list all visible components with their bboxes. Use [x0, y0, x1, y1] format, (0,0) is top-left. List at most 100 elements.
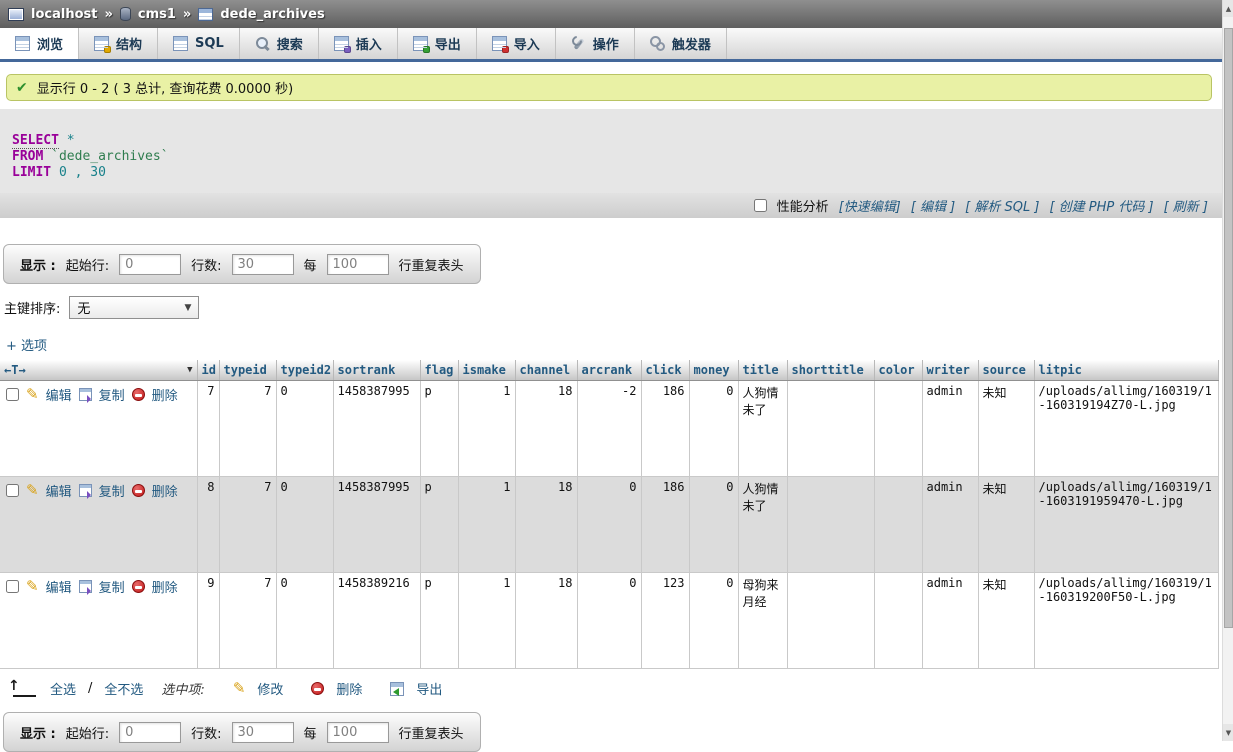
delete-link[interactable]: 删除	[151, 389, 178, 404]
column-header-color[interactable]: color	[874, 360, 923, 381]
cell-channel[interactable]: 18	[515, 380, 578, 477]
cell-source[interactable]: 未知	[978, 572, 1035, 669]
cell-arcrank[interactable]: 0	[577, 476, 642, 573]
cell-ismake[interactable]: 1	[458, 380, 516, 477]
column-header-writer[interactable]: writer	[922, 360, 979, 381]
cell-writer[interactable]: admin	[922, 476, 979, 573]
column-header-flag[interactable]: flag	[420, 360, 459, 381]
profiling-checkbox[interactable]	[753, 199, 767, 212]
row-checkbox[interactable]	[6, 580, 19, 593]
repeat-header-input[interactable]	[326, 253, 389, 275]
edit-link[interactable]: 编辑	[45, 485, 72, 500]
cell-title[interactable]: 人狗情未了	[738, 380, 788, 477]
column-header-typeid[interactable]: typeid	[219, 360, 277, 381]
breadcrumb-table[interactable]: dede_archives	[220, 6, 325, 22]
tab-insert[interactable]: 插入	[319, 28, 398, 59]
check-all-icon[interactable]: ↑	[8, 678, 38, 698]
delete-link[interactable]: 删除	[151, 581, 178, 596]
column-header-money[interactable]: money	[689, 360, 739, 381]
cell-shorttitle[interactable]	[787, 380, 875, 477]
create-php-code-link[interactable]: [ 创建 PHP 代码 ]	[1049, 200, 1154, 215]
inline-edit-link[interactable]: [快速编辑]	[838, 200, 901, 215]
cell-channel[interactable]: 18	[515, 572, 578, 669]
cell-flag[interactable]: p	[420, 476, 459, 573]
tab-operations[interactable]: 操作	[556, 28, 635, 59]
repeat-header-input[interactable]	[326, 721, 389, 743]
scroll-down-button[interactable]: ▼	[1223, 724, 1233, 741]
scroll-up-button[interactable]: ▲	[1223, 0, 1233, 17]
delete-link[interactable]: 删除	[151, 485, 178, 500]
select-all-link[interactable]: 全选	[50, 683, 77, 698]
cell-click[interactable]: 186	[641, 380, 690, 477]
cell-litpic[interactable]: /uploads/allimg/160319/1-1603191959470-L…	[1034, 476, 1219, 573]
column-header-ismake[interactable]: ismake	[458, 360, 516, 381]
cell-typeid[interactable]: 7	[219, 380, 277, 477]
sort-by-key-select[interactable]: 无 ▼	[69, 296, 200, 319]
column-header-source[interactable]: source	[978, 360, 1035, 381]
delete-selected-link[interactable]: 删除	[336, 683, 363, 698]
start-row-input[interactable]	[119, 253, 182, 275]
transpose-icon[interactable]: ←T→	[4, 363, 26, 377]
cell-color[interactable]	[874, 572, 923, 669]
cell-title[interactable]: 母狗来月经	[738, 572, 788, 669]
column-header-litpic[interactable]: litpic	[1034, 360, 1219, 381]
edit-link[interactable]: 编辑	[45, 581, 72, 596]
tab-sql[interactable]: SQL	[158, 28, 240, 59]
cell-money[interactable]: 0	[689, 572, 739, 669]
cell-writer[interactable]: admin	[922, 572, 979, 669]
tab-import[interactable]: 导入	[477, 28, 556, 59]
cell-shorttitle[interactable]	[787, 476, 875, 573]
tab-browse[interactable]: 浏览	[0, 28, 80, 59]
cell-id[interactable]: 7	[197, 380, 220, 477]
scrollbar-thumb[interactable]	[1224, 28, 1233, 628]
edit-sql-link[interactable]: [ 编辑 ]	[910, 200, 956, 215]
cell-channel[interactable]: 18	[515, 476, 578, 573]
cell-flag[interactable]: p	[420, 572, 459, 669]
column-header-sortrank[interactable]: sortrank	[333, 360, 421, 381]
cell-ismake[interactable]: 1	[458, 476, 516, 573]
column-header-arcrank[interactable]: arcrank	[577, 360, 642, 381]
sql-keyword-select[interactable]: SELECT	[12, 133, 59, 149]
copy-link[interactable]: 复制	[98, 389, 125, 404]
breadcrumb-server[interactable]: localhost	[31, 6, 98, 22]
cell-typeid[interactable]: 7	[219, 476, 277, 573]
edit-link[interactable]: 编辑	[45, 389, 72, 404]
cell-color[interactable]	[874, 476, 923, 573]
cell-typeid2[interactable]: 0	[276, 572, 334, 669]
tab-triggers[interactable]: 触发器	[635, 28, 727, 59]
cell-sortrank[interactable]: 1458389216	[333, 572, 421, 669]
copy-link[interactable]: 复制	[98, 485, 125, 500]
cell-title[interactable]: 人狗情未了	[738, 476, 788, 573]
num-rows-input[interactable]	[231, 721, 294, 743]
cell-flag[interactable]: p	[420, 380, 459, 477]
copy-link[interactable]: 复制	[98, 581, 125, 596]
sort-options-icon[interactable]: ▼	[187, 365, 193, 375]
change-selected-link[interactable]: 修改	[257, 683, 284, 698]
start-row-input[interactable]	[119, 721, 182, 743]
cell-source[interactable]: 未知	[978, 380, 1035, 477]
num-rows-input[interactable]	[231, 253, 294, 275]
cell-id[interactable]: 8	[197, 476, 220, 573]
cell-ismake[interactable]: 1	[458, 572, 516, 669]
cell-litpic[interactable]: /uploads/allimg/160319/1-160319200F50-L.…	[1034, 572, 1219, 669]
tab-export[interactable]: 导出	[398, 28, 477, 59]
column-header-title[interactable]: title	[738, 360, 788, 381]
cell-color[interactable]	[874, 380, 923, 477]
cell-id[interactable]: 9	[197, 572, 220, 669]
cell-litpic[interactable]: /uploads/allimg/160319/1-160319194Z70-L.…	[1034, 380, 1219, 477]
cell-typeid2[interactable]: 0	[276, 476, 334, 573]
refresh-link[interactable]: [ 刷新 ]	[1163, 200, 1208, 215]
column-header-typeid2[interactable]: typeid2	[276, 360, 334, 381]
row-checkbox[interactable]	[6, 388, 19, 401]
tab-search[interactable]: 搜索	[240, 28, 319, 59]
cell-arcrank[interactable]: 0	[577, 572, 642, 669]
column-header-id[interactable]: id	[197, 360, 220, 381]
explain-sql-link[interactable]: [ 解析 SQL ]	[965, 200, 1040, 215]
cell-arcrank[interactable]: -2	[577, 380, 642, 477]
column-header-shorttitle[interactable]: shorttitle	[787, 360, 875, 381]
cell-click[interactable]: 123	[641, 572, 690, 669]
cell-sortrank[interactable]: 1458387995	[333, 380, 421, 477]
breadcrumb-database[interactable]: cms1	[137, 6, 176, 22]
row-checkbox[interactable]	[6, 484, 19, 497]
cell-money[interactable]: 0	[689, 476, 739, 573]
